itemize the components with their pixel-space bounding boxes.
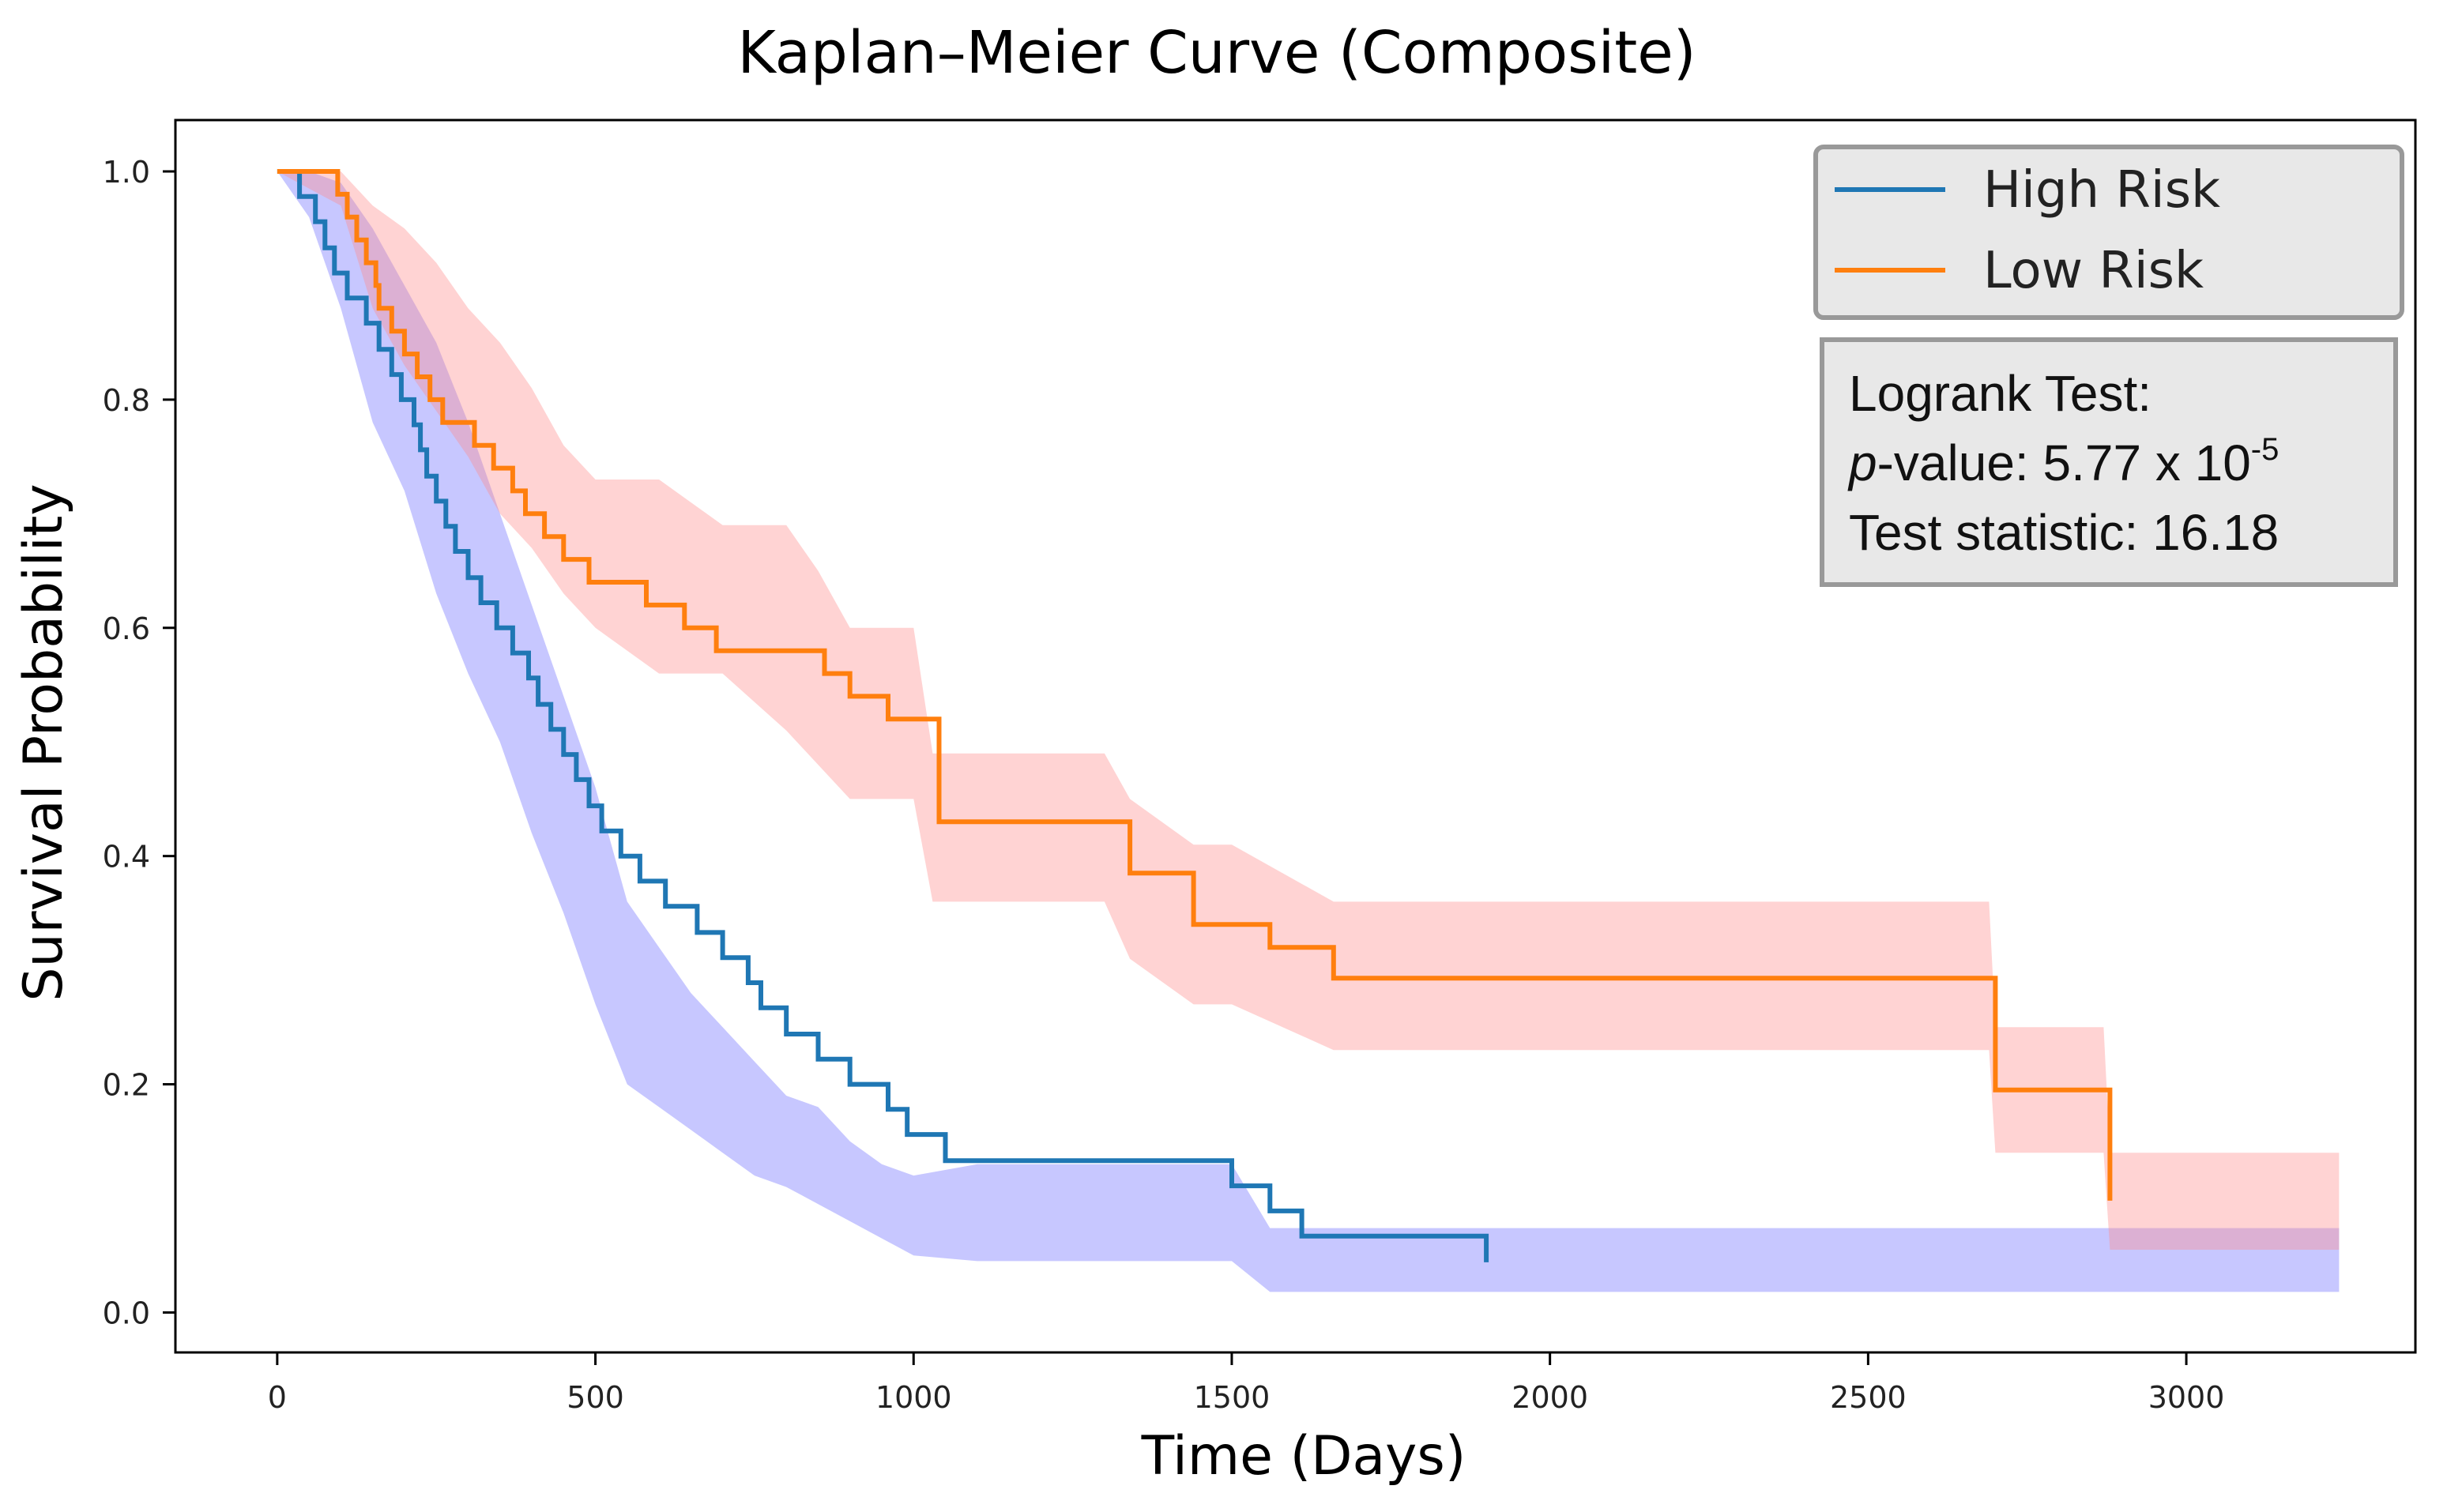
- y-tick-label: 0.6: [103, 611, 150, 646]
- stats-pvalue-label: -value: 5.77 x 10: [1877, 434, 2251, 491]
- high-risk-survival-curve: [277, 169, 1489, 1262]
- legend-high-risk-label: High Risk: [1983, 161, 2220, 220]
- x-axis-label: Time (Days): [1141, 1425, 1466, 1488]
- plot-area: [174, 118, 2417, 1354]
- y-tick-label: 1.0: [103, 155, 150, 190]
- y-axis-ticks: 0.0 0.2 0.4 0.6 0.8 1.0: [103, 155, 175, 1330]
- y-tick-label: 0.2: [103, 1068, 150, 1103]
- y-tick-label: 0.0: [103, 1296, 150, 1330]
- legend-box: [1813, 145, 2404, 320]
- stats-heading: Logrank Test:: [1849, 365, 2151, 422]
- stats-statistic: Test statistic: 16.18: [1849, 504, 2279, 561]
- x-tick-label: 3000: [2148, 1380, 2225, 1415]
- stats-pvalue-exponent: -5: [2251, 432, 2279, 467]
- stats-pvalue: p-value: 5.77 x 10-5: [1847, 432, 2279, 491]
- legend-low-risk-label: Low Risk: [1983, 242, 2204, 300]
- stats-box-frame: [1820, 337, 2398, 587]
- x-axis-ticks: 0 500 1000 1500 2000 2500 3000: [268, 1352, 2225, 1415]
- x-tick-label: 1000: [875, 1380, 952, 1415]
- x-tick-label: 2500: [1830, 1380, 1907, 1415]
- legend: High Risk Low Risk: [1813, 145, 2404, 320]
- low-risk-survival-curve: [277, 169, 2113, 1201]
- x-tick-label: 2000: [1511, 1380, 1588, 1415]
- x-tick-label: 1500: [1194, 1380, 1271, 1415]
- x-tick-label: 500: [567, 1380, 624, 1415]
- y-tick-label: 0.4: [103, 840, 150, 874]
- logrank-stats-box: Logrank Test: p-value: 5.77 x 10-5 Test …: [1820, 337, 2398, 587]
- x-tick-label: 0: [268, 1380, 287, 1415]
- stats-pvalue-italic: p: [1847, 434, 1877, 491]
- chart-title: Kaplan–Meier Curve (Composite): [737, 19, 1696, 87]
- y-axis-label: Survival Probability: [13, 483, 75, 1001]
- survival-curves: [277, 169, 2113, 1262]
- y-tick-label: 0.8: [103, 383, 150, 418]
